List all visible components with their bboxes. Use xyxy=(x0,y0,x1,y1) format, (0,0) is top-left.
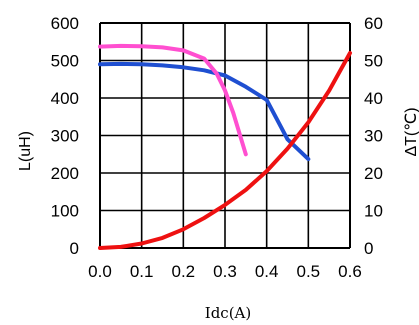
grid xyxy=(99,22,351,249)
y-left-tick-label: 600 xyxy=(51,14,79,33)
x-axis-title: Idc(A) xyxy=(205,304,251,322)
y-left-tick-label: 500 xyxy=(51,52,79,71)
x-tick-label: 0.5 xyxy=(297,262,321,281)
series-lines xyxy=(98,43,352,250)
y-right-tick-label: 40 xyxy=(364,89,383,108)
x-tick-label: 0.4 xyxy=(255,262,279,281)
y-right-tick-label: 20 xyxy=(364,164,383,183)
y-left-tick-label: 300 xyxy=(51,127,79,146)
y-left-tick-label: 100 xyxy=(51,202,79,221)
y-right-tick-label: 60 xyxy=(364,14,383,33)
y-right-tick-label: 0 xyxy=(364,239,373,258)
x-tick-label: 0.6 xyxy=(338,262,362,281)
y-left-tick-label: 200 xyxy=(51,164,79,183)
y-axis-title-left: L(uH) xyxy=(17,131,34,171)
y-right-tick-label: 50 xyxy=(364,52,383,71)
y-left-tick-label: 0 xyxy=(70,239,79,258)
series-line-3 xyxy=(98,51,352,250)
y-axis-title-right: ΔT(℃) xyxy=(403,107,419,156)
x-tick-label: 0.0 xyxy=(88,262,112,281)
x-tick-label: 0.2 xyxy=(172,262,196,281)
series-line-1 xyxy=(98,61,311,162)
y-right-tick-label: 30 xyxy=(364,127,383,146)
series-line-2 xyxy=(98,43,248,157)
y-left-tick-label: 400 xyxy=(51,89,79,108)
y-right-tick-label: 10 xyxy=(364,202,383,221)
tick-labels: 0.0 0.1 0.2 0.3 0.4 0.5 0.60100200300400500600… xyxy=(51,14,383,281)
x-tick-label: 0.3 xyxy=(213,262,237,281)
x-tick-label: 0.1 xyxy=(130,262,154,281)
